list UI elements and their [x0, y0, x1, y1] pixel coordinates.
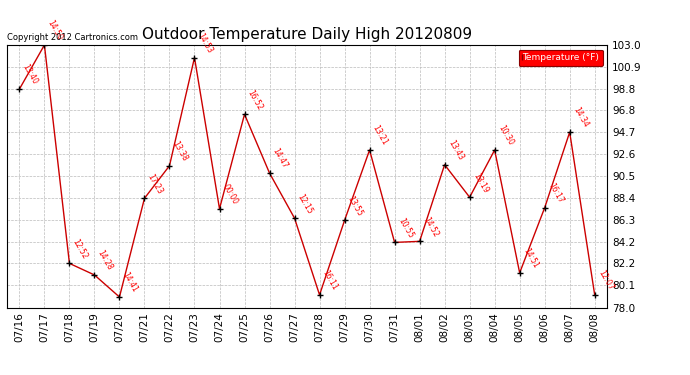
Text: 17:23: 17:23 — [146, 172, 164, 195]
Text: 12:07: 12:07 — [596, 269, 615, 292]
Text: 13:19: 13:19 — [471, 171, 490, 195]
Text: 14:52: 14:52 — [421, 215, 440, 238]
Text: 12:52: 12:52 — [71, 237, 90, 261]
Text: 13:38: 13:38 — [171, 140, 190, 163]
Title: Outdoor Temperature Daily High 20120809: Outdoor Temperature Daily High 20120809 — [142, 27, 472, 42]
Text: 13:40: 13:40 — [21, 63, 39, 86]
Text: 13:55: 13:55 — [346, 194, 365, 217]
Text: 14:41: 14:41 — [121, 271, 139, 294]
Text: 00:00: 00:00 — [221, 183, 239, 206]
Text: 12:15: 12:15 — [296, 192, 315, 216]
Text: 16:52: 16:52 — [246, 88, 264, 111]
Text: 13:43: 13:43 — [446, 138, 465, 162]
Text: 10:55: 10:55 — [396, 216, 415, 240]
Text: 14:47: 14:47 — [271, 147, 290, 170]
Text: 14:34: 14:34 — [571, 106, 590, 129]
Text: 14:28: 14:28 — [96, 249, 115, 272]
Legend: Temperature (°F): Temperature (°F) — [519, 50, 602, 66]
Text: 14:50: 14:50 — [46, 19, 65, 42]
Text: 14:51: 14:51 — [521, 247, 540, 270]
Text: 14:53: 14:53 — [196, 32, 215, 55]
Text: 16:11: 16:11 — [321, 269, 339, 292]
Text: 13:21: 13:21 — [371, 124, 390, 147]
Text: Copyright 2012 Cartronics.com: Copyright 2012 Cartronics.com — [7, 33, 138, 42]
Text: 10:30: 10:30 — [496, 124, 515, 147]
Text: 16:17: 16:17 — [546, 182, 564, 205]
